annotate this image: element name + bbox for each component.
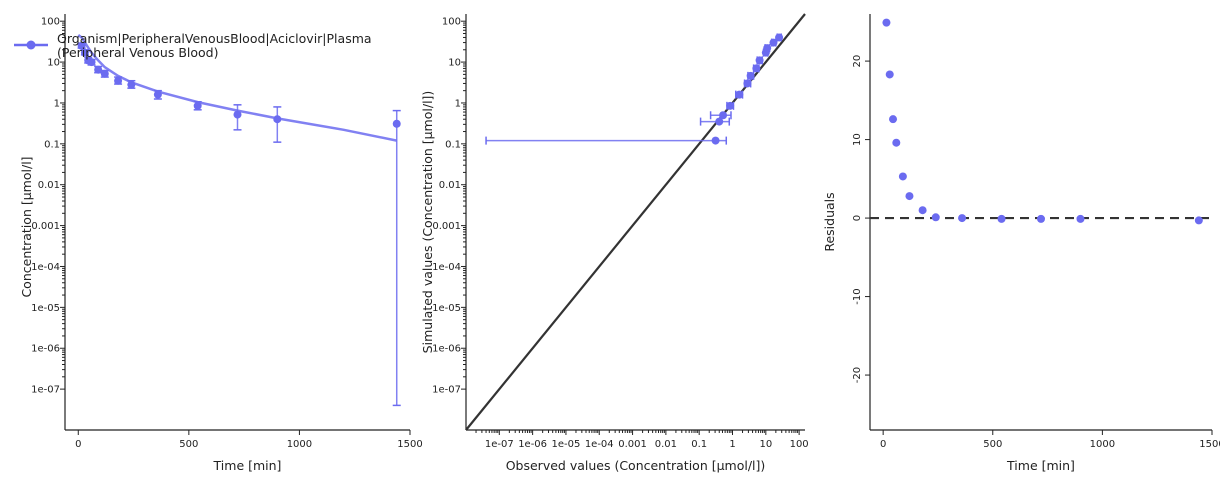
- observed-point: [153, 90, 162, 99]
- residual-point: [885, 70, 894, 79]
- x-tick-label: 10: [759, 439, 772, 450]
- residual-point: [889, 115, 898, 124]
- y-tick-label: 0.01: [439, 180, 461, 191]
- observed-point: [87, 58, 96, 67]
- residual-point: [1076, 214, 1085, 223]
- x-tick-label: 0.01: [655, 439, 677, 450]
- y-tick-label: 100: [41, 17, 60, 28]
- x-tick-label: 1500: [397, 439, 422, 450]
- comparison-point: [743, 79, 752, 88]
- observed-point: [94, 65, 103, 74]
- legend-label: (Peripheral Venous Blood): [57, 45, 218, 60]
- comparison-point: [769, 38, 778, 47]
- y-tick-label: 0.001: [432, 221, 461, 232]
- y-tick-label: 1: [455, 98, 461, 109]
- y-axis-title: Simulated values (Concentration [µmol/l]…: [420, 91, 435, 354]
- y-tick-label: 10: [47, 58, 60, 69]
- x-axis-title: Observed values (Concentration [µmol/l]): [506, 458, 766, 473]
- x-tick-label: 100: [790, 439, 809, 450]
- residual-point: [892, 138, 901, 147]
- y-tick-label: 0.1: [445, 139, 461, 150]
- observed-point: [392, 119, 401, 128]
- comparison-point: [735, 90, 744, 99]
- comparison-point: [752, 64, 761, 73]
- y-tick-label: 10: [852, 133, 863, 146]
- observed-point: [80, 48, 89, 57]
- legend-label: Organism|PeripheralVenousBlood|Aciclovir…: [57, 31, 372, 46]
- y-tick-label: 0.1: [44, 139, 60, 150]
- panel-observed-vs-simulated: 1e-07 1e-06 1e-05 1e-04 0.001 0.01 0.1 1 10 100 1e…: [420, 13, 809, 473]
- y-tick-label: 1e-04: [432, 262, 461, 273]
- x-tick-label: 1: [729, 439, 735, 450]
- x-tick-label: 0.1: [691, 439, 707, 450]
- x-tick-label: 0: [75, 439, 81, 450]
- x-tick-label: 1e-07: [485, 439, 514, 450]
- y-tick-label: 0.001: [31, 221, 60, 232]
- x-axis-title: Time [min]: [1006, 458, 1075, 473]
- observed-point: [193, 101, 202, 110]
- residual-point: [958, 214, 967, 223]
- comparison-point: [715, 117, 724, 126]
- comparison-point: [763, 44, 772, 53]
- x-tick-label: 1000: [287, 439, 312, 450]
- comparison-point: [746, 71, 755, 80]
- residual-point: [1037, 214, 1045, 223]
- y-tick-label: 1e-06: [31, 344, 60, 355]
- residual-point: [1194, 216, 1203, 225]
- x-tick-label: 1e-05: [552, 439, 581, 450]
- residual-point: [898, 172, 907, 181]
- y-tick-label: 10: [448, 58, 461, 69]
- comparison-point: [719, 111, 728, 120]
- residual-point: [905, 192, 914, 201]
- comparison-point: [755, 56, 764, 65]
- legend-point-swatch: [26, 40, 36, 50]
- y-tick-label: 1: [54, 98, 60, 109]
- comparison-point: [775, 33, 784, 42]
- y-tick-label: 1e-07: [31, 385, 60, 396]
- simulated-series-line: [77, 34, 397, 142]
- observed-point: [114, 76, 123, 85]
- x-tick-label: 500: [983, 439, 1002, 450]
- y-tick-label: -20: [852, 367, 863, 383]
- y-axis-title: Residuals: [822, 192, 837, 251]
- observed-point: [77, 41, 86, 50]
- observed-point: [233, 110, 242, 119]
- y-tick-label: 0: [852, 215, 863, 221]
- residual-point: [882, 18, 891, 27]
- x-tick-label: 0: [880, 439, 886, 450]
- y-tick-label: 100: [442, 17, 461, 28]
- x-tick-label: 1000: [1090, 439, 1115, 450]
- y-tick-label: 1e-05: [31, 303, 60, 314]
- y-tick-label: 1e-04: [31, 262, 60, 273]
- residual-point: [918, 206, 927, 215]
- x-tick-label: 1e-06: [518, 439, 547, 450]
- observed-point: [127, 80, 136, 89]
- x-tick-label: 1500: [1199, 439, 1220, 450]
- x-tick-label: 500: [179, 439, 198, 450]
- panel-residuals: -20 -10 0 10 20 0 500 1000 1500 Time [min] Residua…: [822, 14, 1220, 473]
- comparison-point: [711, 136, 720, 145]
- x-tick-label: 0.001: [618, 439, 647, 450]
- y-tick-label: 1e-05: [432, 303, 461, 314]
- observed-point: [100, 69, 109, 78]
- x-tick-label: 1e-04: [585, 439, 614, 450]
- x-axis-title: Time [min]: [213, 458, 282, 473]
- observed-point: [273, 115, 282, 124]
- residual-point: [931, 213, 940, 222]
- comparison-point: [726, 101, 735, 110]
- y-tick-label: 1e-07: [432, 385, 461, 396]
- legend: Organism|PeripheralVenousBlood|Aciclovir…: [14, 31, 372, 60]
- y-tick-label: -10: [852, 288, 863, 304]
- y-axis-title: Concentration [µmol/l]: [19, 156, 34, 297]
- residual-point: [997, 214, 1006, 223]
- y-tick-label: 20: [852, 55, 863, 68]
- y-tick-label: 1e-06: [432, 344, 461, 355]
- y-tick-label: 0.01: [38, 180, 60, 191]
